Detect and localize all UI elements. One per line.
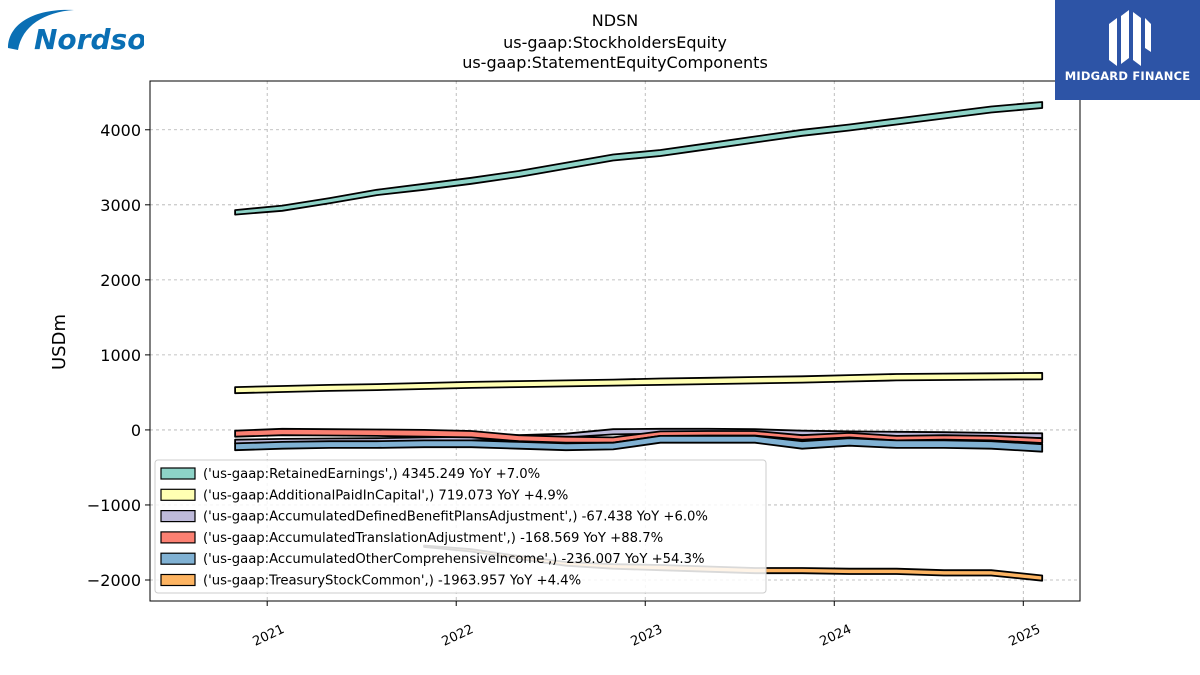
legend-swatch	[160, 510, 196, 523]
legend-label: ('us-gaap:TreasuryStockCommon',) -1963.9…	[203, 574, 581, 589]
legend-swatch	[160, 552, 196, 565]
chart-title-line-2: us-gaap:StockholdersEquity	[503, 33, 727, 52]
legend-label: ('us-gaap:AccumulatedDefinedBenefitPlans…	[203, 510, 708, 525]
y-tick-label: 3000	[100, 196, 141, 215]
legend-swatch	[160, 488, 196, 501]
y-tick-label: −2000	[87, 571, 141, 590]
y-tick-label: 4000	[100, 121, 141, 140]
legend-swatch	[160, 531, 196, 544]
legend-label: ('us-gaap:AdditionalPaidInCapital',) 719…	[203, 488, 568, 503]
legend-swatch	[160, 467, 196, 480]
midgard-logo-text: MIDGARD FINANCE	[1064, 69, 1191, 83]
legend: ('us-gaap:RetainedEarnings',) 4345.249 Y…	[154, 459, 767, 594]
series-area-0	[234, 101, 1044, 216]
y-axis-label: USDm	[49, 314, 70, 370]
y-tick-label: 0	[131, 421, 141, 440]
chart-title-line-1: NDSN	[592, 11, 638, 30]
plot-frame	[149, 80, 1081, 602]
y-tick-label: 1000	[100, 346, 141, 365]
legend-label: ('us-gaap:RetainedEarnings',) 4345.249 Y…	[203, 467, 540, 482]
legend-label: ('us-gaap:AccumulatedOtherComprehensiveI…	[203, 552, 705, 567]
legend-label: ('us-gaap:AccumulatedTranslationAdjustme…	[203, 531, 663, 546]
chart-title-line-3: us-gaap:StatementEquityComponents	[462, 53, 768, 72]
series-area-1	[234, 372, 1044, 395]
legend-swatch	[160, 573, 196, 587]
midgard-finance-logo: MIDGARD FINANCE	[1055, 0, 1200, 100]
y-tick-label: 2000	[100, 271, 141, 290]
nordson-logo-mark: Nordson	[8, 9, 166, 56]
nordson-logo-text: Nordson	[34, 23, 144, 56]
series-areas	[234, 101, 1044, 582]
legend-box	[154, 459, 767, 594]
y-tick-label: −1000	[87, 496, 141, 515]
series-area-4	[234, 435, 1044, 453]
midgard-logo-mark	[1109, 10, 1151, 66]
series-area-3	[234, 427, 1044, 444]
nordson-logo: Nordson	[4, 4, 166, 56]
